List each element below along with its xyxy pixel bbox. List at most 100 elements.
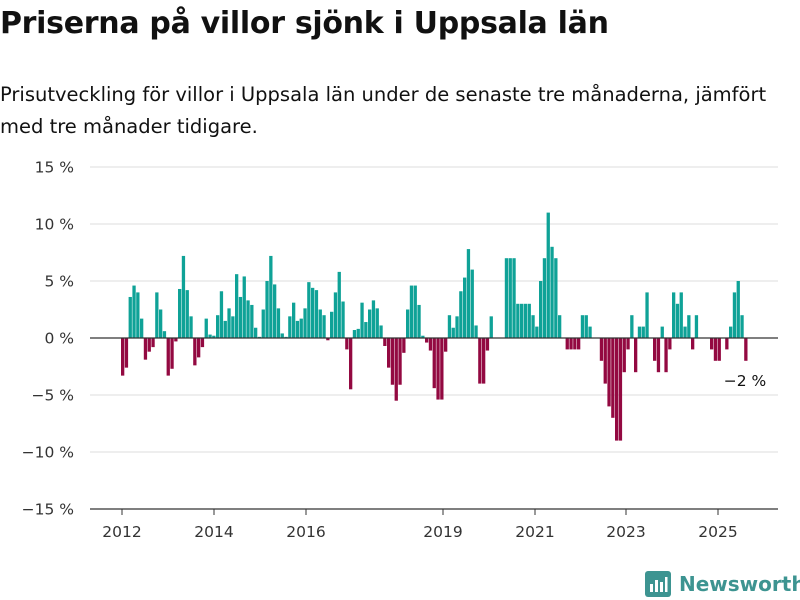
- bar: [136, 292, 140, 338]
- y-tick-label: 15 %: [35, 159, 74, 177]
- x-tick-label: 2019: [423, 523, 462, 541]
- bar: [622, 338, 626, 373]
- bar: [406, 309, 410, 338]
- bar: [356, 328, 360, 338]
- bar: [121, 338, 125, 376]
- bar: [599, 338, 604, 361]
- bar: [672, 292, 676, 338]
- bar: [227, 308, 231, 338]
- y-tick-label: 10 %: [35, 216, 74, 234]
- bar: [482, 338, 486, 384]
- bar: [634, 338, 638, 373]
- bar: [535, 326, 539, 338]
- bar: [383, 338, 387, 346]
- bar: [504, 258, 509, 338]
- bar: [216, 315, 220, 338]
- newsworthy-logo-icon: [645, 571, 671, 597]
- bar: [520, 303, 524, 338]
- bar: [512, 258, 516, 338]
- bar: [402, 338, 406, 353]
- bar: [219, 291, 224, 338]
- bar: [189, 316, 193, 338]
- bar: [280, 333, 284, 338]
- bar: [440, 338, 444, 400]
- bar: [212, 335, 216, 338]
- bar: [432, 338, 436, 389]
- bar: [656, 338, 661, 373]
- bar: [143, 338, 148, 360]
- bar: [337, 271, 341, 338]
- bar: [322, 315, 326, 338]
- bar: [413, 285, 417, 338]
- bar: [341, 301, 345, 338]
- x-axis: [90, 337, 778, 510]
- bar: [368, 309, 372, 338]
- bar: [653, 338, 657, 361]
- bar: [128, 296, 132, 338]
- bar: [626, 338, 630, 350]
- bar: [200, 338, 205, 348]
- bar: [364, 322, 368, 338]
- bar: [140, 318, 144, 338]
- bar: [675, 303, 680, 338]
- bar: [314, 290, 319, 338]
- bar: [185, 290, 189, 338]
- bar: [717, 338, 721, 361]
- bar: [660, 326, 664, 338]
- bar: [254, 327, 258, 338]
- bar: [516, 303, 520, 338]
- bar: [611, 338, 615, 418]
- bar: [242, 276, 246, 338]
- bar: [584, 315, 588, 338]
- bar: [664, 338, 668, 373]
- y-axis-labels: 15 % 10 % 5 % 0 % −5 % −10 % −15 %: [22, 159, 74, 519]
- bar: [554, 258, 558, 338]
- bar: [261, 309, 265, 338]
- bar: [546, 212, 550, 338]
- bar: [132, 285, 136, 338]
- bar: [542, 258, 547, 338]
- y-tick-label: 0 %: [44, 330, 74, 348]
- y-tick-label: −15 %: [22, 501, 74, 519]
- bar: [558, 315, 562, 338]
- bar: [694, 315, 699, 338]
- y-tick-label: 5 %: [44, 273, 74, 291]
- bars: [121, 212, 748, 441]
- bar: [375, 308, 379, 338]
- x-tick-label: 2023: [606, 523, 645, 541]
- bar: [527, 303, 531, 338]
- bar: [523, 303, 528, 338]
- bar: [539, 281, 543, 338]
- bar: [311, 287, 315, 338]
- bar: [588, 326, 592, 338]
- bar: [641, 326, 645, 338]
- bar: [485, 338, 490, 351]
- bar: [466, 249, 471, 338]
- bar: [326, 338, 330, 341]
- bar: [409, 285, 414, 338]
- bar: [333, 292, 338, 338]
- bar: [645, 292, 649, 338]
- bar: [615, 338, 619, 441]
- bar: [371, 300, 376, 338]
- bar: [330, 311, 334, 338]
- bar: [630, 315, 634, 338]
- x-tick-label: 2016: [286, 523, 325, 541]
- bar: [360, 302, 364, 338]
- x-tick-label: 2021: [515, 523, 554, 541]
- bar: [295, 320, 300, 338]
- bar: [147, 338, 151, 352]
- bar: [428, 338, 433, 351]
- bar: [725, 338, 729, 350]
- bar: [679, 292, 683, 338]
- bar: [607, 338, 611, 407]
- bar: [531, 315, 535, 338]
- bar: [508, 258, 512, 338]
- bar: [736, 281, 740, 338]
- bar: [170, 338, 174, 369]
- bar: [292, 302, 296, 338]
- bar: [265, 281, 269, 338]
- bar: [451, 327, 455, 338]
- chart-subtitle: Prisutveckling för villor i Uppsala län …: [0, 83, 767, 138]
- bar: [691, 338, 695, 350]
